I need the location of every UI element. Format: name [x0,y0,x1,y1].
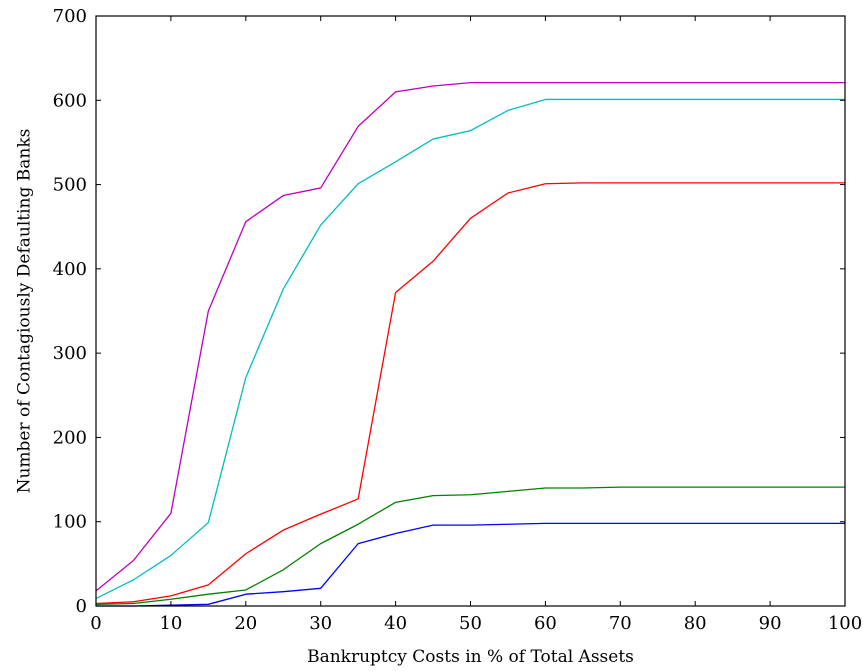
y-tick-label: 500 [53,175,87,196]
x-tick-label: 60 [534,613,557,634]
x-tick-label: 100 [828,613,862,634]
x-tick-label: 70 [609,613,632,634]
series-lines [95,81,845,607]
x-tick-label: 50 [459,613,482,634]
y-tick-label: 600 [53,90,87,111]
y-tick-label: 700 [53,6,87,27]
x-tick-label: 20 [234,613,257,634]
series-line-3 [95,182,845,605]
series-line-4 [95,98,845,599]
x-axis-label: Bankruptcy Costs in % of Total Assets [307,647,634,667]
y-tick-label: 200 [53,427,87,448]
tick-labels: 0 10 20 30 40 50 60 70 80 90 100 0 100 200 300 400 500 60… [53,6,863,634]
y-tick-label: 400 [53,259,87,280]
axis-ticks [95,15,846,607]
series-line-5 [95,81,845,592]
y-axis-label: Number of Contagiously Defaulting Banks [15,129,35,494]
x-tick-label: 80 [684,613,707,634]
x-tick-label: 30 [309,613,332,634]
y-tick-label: 300 [53,343,87,364]
y-tick-label: 0 [76,596,87,617]
y-tick-label: 100 [53,512,87,533]
x-tick-label: 0 [90,613,101,634]
x-tick-label: 10 [159,613,182,634]
series-line-2 [95,486,845,605]
series-line-1 [96,522,845,607]
x-tick-label: 40 [384,613,407,634]
x-tick-label: 90 [759,613,782,634]
